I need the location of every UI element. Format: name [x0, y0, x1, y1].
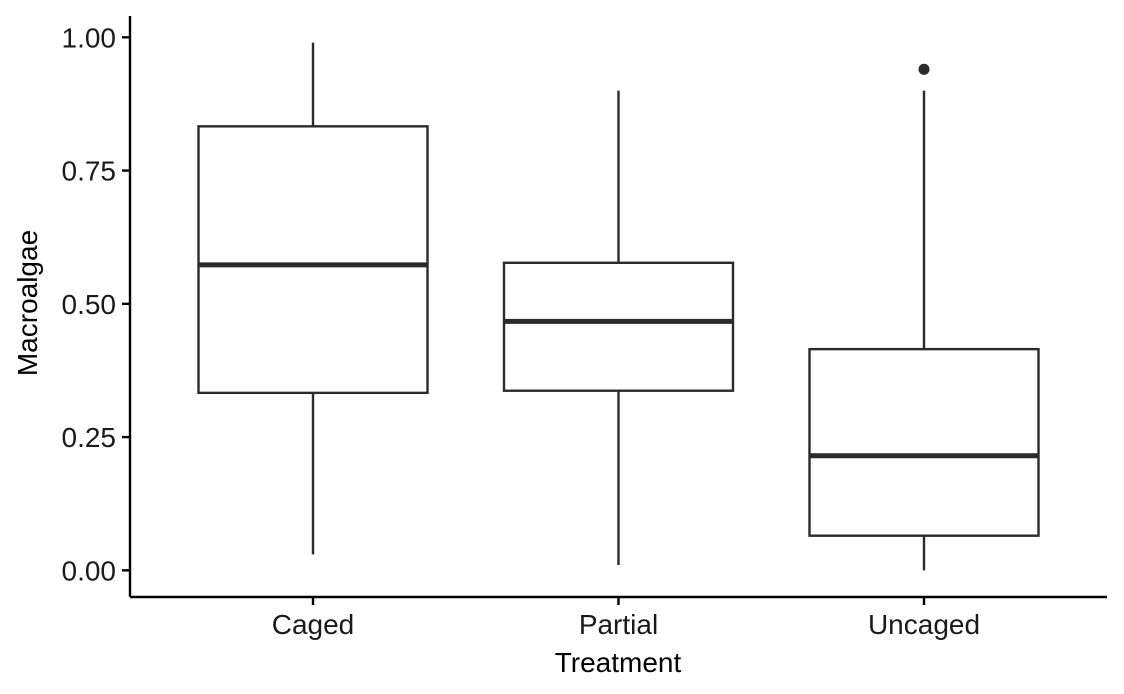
y-tick-label: 0.25	[62, 422, 117, 453]
box-rect	[502, 261, 735, 392]
box-caged	[197, 42, 429, 555]
y-tick-label: 0.75	[62, 156, 117, 187]
plot-area	[197, 42, 1040, 571]
outlier-point	[918, 63, 930, 75]
y-tick-label: 1.00	[62, 22, 117, 53]
box-rect	[197, 125, 429, 395]
x-tick-label: Uncaged	[868, 609, 980, 640]
x-axis-title: Treatment	[555, 647, 682, 678]
x-axis: Caged Partial Uncaged	[130, 595, 1107, 640]
y-tick-label: 0.00	[62, 555, 117, 586]
y-axis-title: Macroalgae	[12, 230, 43, 376]
x-tick-label: Caged	[272, 609, 355, 640]
box-rect	[808, 347, 1040, 537]
box-uncaged	[808, 63, 1040, 571]
y-axis: 0.00 0.25 0.50 0.75 1.00	[62, 16, 132, 597]
x-tick-label: Partial	[579, 609, 658, 640]
y-tick-label: 0.50	[62, 289, 117, 320]
box-partial	[502, 90, 735, 566]
